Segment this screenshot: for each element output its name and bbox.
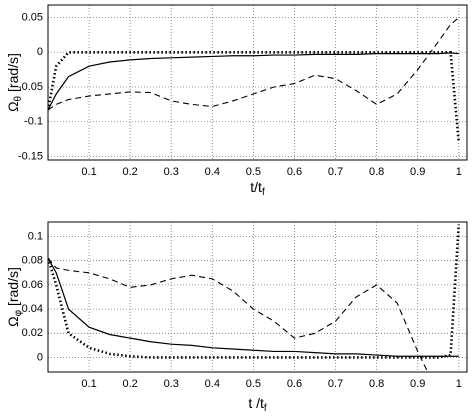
y-axis-label: Ωθ [rad/s]	[5, 53, 24, 112]
plot-frame	[47, 4, 468, 161]
x-label-main: t/t	[250, 179, 262, 195]
y-label-subscript: φ	[13, 309, 24, 316]
y-tick-label: 0.1	[28, 230, 43, 242]
x-tick-label: 0.9	[410, 166, 425, 178]
plot-frame	[47, 221, 468, 373]
x-tick-label: 0.1	[81, 378, 96, 390]
x-tick-label: 0.7	[328, 378, 343, 390]
x-axis-label: t /tf	[248, 395, 267, 414]
y-tick-label: 0	[37, 351, 43, 363]
x-label-main: t /t	[248, 395, 264, 411]
y-tick-label: -0.15	[18, 150, 43, 162]
x-tick-label: 1	[456, 166, 462, 178]
y-tick-label: 0	[37, 46, 43, 58]
y-tick-label: 0.04	[22, 303, 43, 315]
series-line	[48, 52, 459, 111]
x-tick-label: 0.2	[123, 166, 138, 178]
y-tick-label: 0.06	[22, 279, 43, 291]
x-tick-label: 0.5	[246, 166, 261, 178]
subplot: 0 0.02 0.04 0.06 0.08 0.1 0.1 0.2 0.3 0.4 0.5 0.6 0.…	[5, 221, 468, 414]
series-line	[48, 257, 429, 372]
x-label-subscript: f	[264, 403, 267, 414]
x-tick-label: 0.5	[246, 378, 261, 390]
y-axis-label: Ωφ [rad/s]	[5, 267, 24, 327]
subplot: -0.15 -0.1 -0.05 0 0.05 0.1 0.2 0.3 0.4 0.5 0.6 0.7…	[5, 4, 468, 198]
x-tick-label: 1	[456, 378, 462, 390]
x-tick-label: 0.4	[205, 166, 220, 178]
series-line	[48, 224, 461, 359]
x-axis-label: t/tf	[250, 179, 265, 198]
series-line	[48, 17, 460, 111]
y-tick-label: 0.05	[22, 11, 43, 23]
series-line	[48, 50, 461, 143]
x-tick-label: 0.3	[164, 378, 179, 390]
y-label-unit: [rad/s]	[5, 267, 21, 310]
y-label-symbol: Ω	[5, 316, 21, 326]
x-tick-label: 0.9	[410, 378, 425, 390]
x-label-subscript: f	[262, 187, 265, 198]
x-tick-label: 0.1	[81, 166, 96, 178]
x-tick-label: 0.8	[369, 166, 384, 178]
x-tick-label: 0.3	[164, 166, 179, 178]
x-tick-label: 0.6	[287, 378, 302, 390]
y-tick-label: 0.02	[22, 327, 43, 339]
x-tick-label: 0.2	[123, 378, 138, 390]
series-line	[48, 257, 459, 357]
y-tick-label: -0.05	[18, 81, 43, 93]
x-tick-label: 0.7	[328, 166, 343, 178]
y-label-symbol: Ω	[5, 101, 21, 111]
y-label-unit: [rad/s]	[5, 53, 21, 96]
y-label-subscript: θ	[13, 95, 24, 101]
y-tick-label: -0.1	[24, 116, 43, 128]
x-tick-label: 0.8	[369, 378, 384, 390]
x-tick-label: 0.4	[205, 378, 220, 390]
y-tick-label: 0.08	[22, 255, 43, 267]
x-tick-label: 0.6	[287, 166, 302, 178]
